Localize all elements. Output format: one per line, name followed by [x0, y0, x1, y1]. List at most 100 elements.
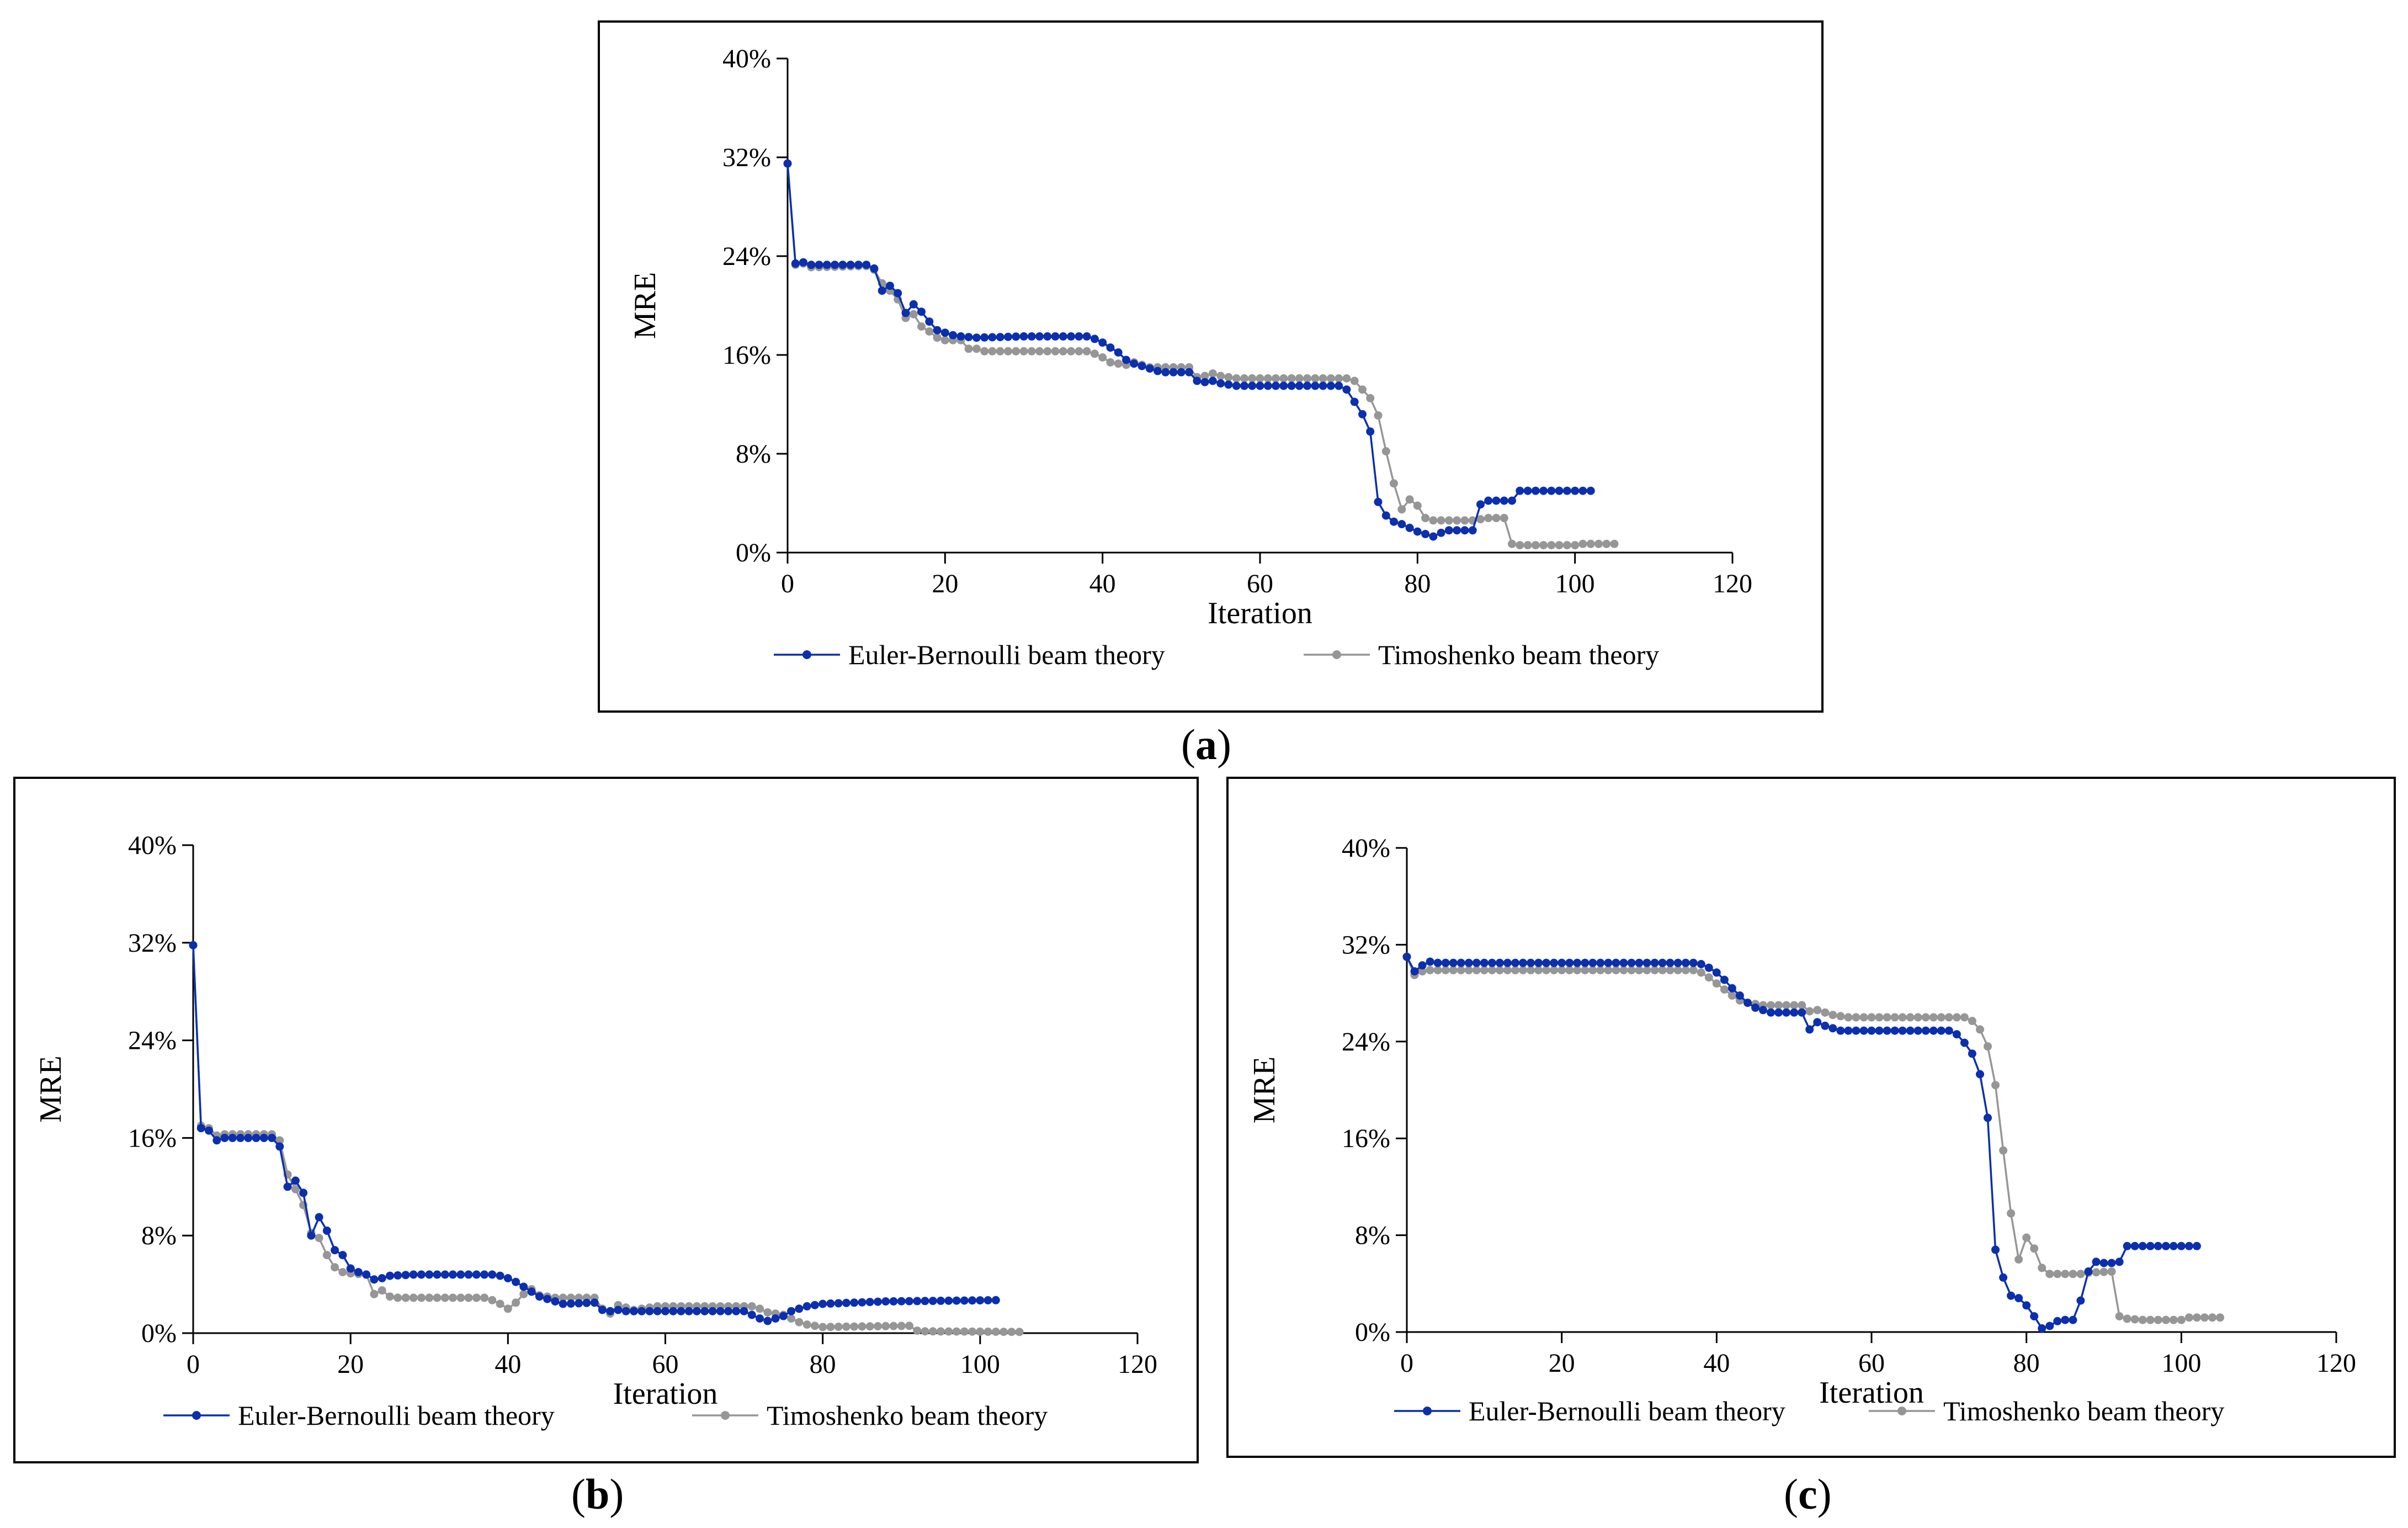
- data-point: [1720, 975, 1729, 984]
- y-tick-label: 40%: [1342, 834, 1390, 863]
- data-point: [1453, 526, 1461, 535]
- data-point: [575, 1299, 583, 1308]
- data-point: [937, 1296, 945, 1305]
- data-point: [960, 1327, 969, 1336]
- data-point: [1867, 1026, 1876, 1035]
- data-point: [1836, 1012, 1845, 1021]
- data-point: [331, 1263, 339, 1272]
- data-point: [582, 1298, 591, 1307]
- data-point: [1555, 541, 1564, 550]
- data-point: [1508, 539, 1516, 548]
- data-point: [933, 333, 942, 342]
- series-line: [786, 163, 1614, 547]
- x-tick-label: 100: [1555, 569, 1595, 598]
- data-point: [1326, 374, 1335, 383]
- data-point: [2169, 1242, 2178, 1250]
- data-point: [2200, 1313, 2209, 1322]
- legend-entry-label: Euler-Bernoulli beam theory: [1469, 1396, 1785, 1426]
- data-point: [409, 1293, 418, 1302]
- y-tick-label: 40%: [722, 44, 771, 73]
- data-point: [1519, 958, 1527, 967]
- data-point: [2161, 1315, 2170, 1324]
- data-point: [996, 347, 1004, 356]
- data-point: [566, 1299, 575, 1308]
- data-point: [802, 1320, 811, 1329]
- data-point: [1035, 332, 1044, 341]
- data-point: [1303, 381, 1312, 390]
- data-point: [2177, 1315, 2186, 1324]
- legend-swatch-marker: [802, 650, 811, 659]
- data-point: [1342, 385, 1351, 394]
- data-point: [1534, 965, 1543, 974]
- data-point: [1774, 1008, 1783, 1017]
- data-point: [1547, 486, 1556, 495]
- data-point: [842, 1298, 850, 1307]
- x-tick-label: 80: [1404, 569, 1431, 598]
- data-point: [1216, 372, 1225, 380]
- data-point: [1573, 965, 1582, 974]
- data-point: [763, 1317, 772, 1325]
- data-point: [2123, 1242, 2131, 1250]
- data-point: [996, 333, 1004, 342]
- data-point: [1527, 965, 1535, 974]
- y-tick-label: 24%: [128, 1026, 177, 1055]
- data-point: [874, 1322, 882, 1330]
- data-point: [795, 1304, 804, 1313]
- data-point: [756, 1314, 764, 1323]
- data-point: [2130, 1315, 2139, 1324]
- data-point: [1426, 957, 1434, 966]
- data-point: [2138, 1242, 2147, 1250]
- data-point: [747, 1302, 756, 1311]
- data-point: [1642, 965, 1651, 974]
- data-point: [831, 261, 839, 269]
- y-tick-label: 8%: [141, 1221, 177, 1250]
- data-point: [1828, 1024, 1837, 1033]
- data-point: [1240, 374, 1248, 383]
- data-point: [566, 1293, 575, 1302]
- data-point: [1898, 1013, 1907, 1022]
- data-point: [1550, 965, 1559, 974]
- data-point: [889, 1297, 898, 1306]
- data-point: [1200, 378, 1209, 386]
- data-point: [1782, 1008, 1791, 1017]
- data-point: [220, 1133, 229, 1142]
- axes: 0% 8% 16% 24% 32% 40% 0 20 40 60 80 100 120: [722, 44, 1752, 598]
- data-point: [1790, 1001, 1799, 1010]
- data-point: [810, 1322, 819, 1330]
- data-point: [1619, 958, 1628, 967]
- data-point: [1224, 373, 1233, 381]
- data-point: [952, 1327, 961, 1336]
- data-point: [2076, 1296, 2085, 1305]
- data-point: [275, 1142, 284, 1151]
- data-point: [378, 1286, 386, 1295]
- panel-label-a: (a): [1181, 720, 1231, 768]
- x-tick-label: 0: [781, 569, 794, 598]
- data-point: [1999, 1146, 2008, 1155]
- data-point: [2099, 1267, 2108, 1276]
- data-point: [1480, 958, 1489, 967]
- y-tick-label: 0%: [1355, 1318, 1390, 1347]
- data-point: [2014, 1294, 2023, 1303]
- data-point: [1578, 539, 1587, 548]
- data-point: [905, 1322, 913, 1330]
- legend: Euler-Bernoulli beam theory Timoshenko be…: [774, 639, 1659, 670]
- data-point: [1767, 1001, 1776, 1010]
- data-point: [1968, 1049, 1976, 1058]
- data-point: [964, 333, 973, 342]
- data-point: [968, 1296, 977, 1305]
- data-point: [1035, 347, 1044, 356]
- data-point: [1534, 958, 1543, 967]
- data-point: [2061, 1270, 2070, 1278]
- x-axis-label: Iteration: [613, 1377, 718, 1411]
- data-point: [1929, 1026, 1938, 1035]
- data-point: [1604, 958, 1613, 967]
- data-point: [1627, 965, 1636, 974]
- data-point: [1913, 1026, 1922, 1035]
- data-point: [1673, 965, 1682, 974]
- data-point: [802, 1302, 811, 1311]
- data-point: [2107, 1259, 2116, 1267]
- data-point: [598, 1306, 607, 1314]
- data-point: [1960, 1038, 1969, 1047]
- data-point: [315, 1234, 323, 1243]
- data-point: [1335, 381, 1343, 390]
